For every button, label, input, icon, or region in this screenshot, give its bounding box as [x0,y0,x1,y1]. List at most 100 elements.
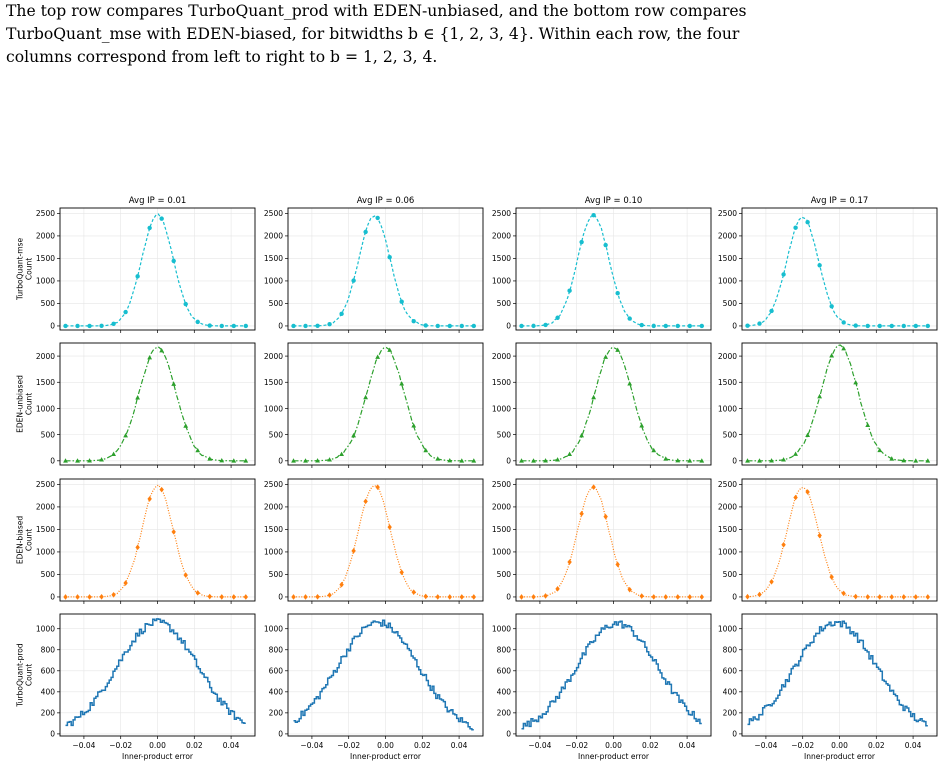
panel-r4-c3: 0 200 400 600 800 1000 −0.04 −0.02 0.00 0.02 0.04 I… [492,613,712,761]
data-marker [207,593,212,600]
data-marker [615,290,620,296]
data-marker [651,447,657,453]
panel-frame [287,207,484,331]
data-marker [75,458,80,463]
y-tick-label: 500 [41,570,56,579]
data-marker [183,572,188,578]
y-tick-label: 1000 [36,277,55,286]
x-tick-label: 0.00 [377,741,394,750]
data-marker [159,486,164,493]
data-marker [675,594,680,600]
data-marker [699,594,705,600]
data-marker [591,394,597,400]
data-marker [243,323,249,329]
column-title-1: Avg IP = 0.01 [129,196,187,206]
data-marker [745,593,750,600]
data-marker [543,458,548,463]
y-tick-label: 1000 [492,277,511,286]
data-marker [663,594,668,600]
data-marker [639,322,644,328]
y-tick-label: 1500 [36,525,55,534]
panel-frame [741,613,938,737]
data-marker [411,423,417,428]
y-tick-label: 1500 [264,378,283,387]
panel-r4-c4: 0 200 400 600 800 1000 −0.04 −0.02 0.00 0.02 0.04 I… [718,613,938,761]
y-tick-label: 500 [497,299,512,308]
data-marker [87,458,92,463]
y-tick-label: 0 [278,457,283,466]
data-marker [195,447,201,453]
y-tick-label: 1000 [718,625,737,634]
data-marker [399,569,404,576]
y-tick-label: 2500 [36,480,55,489]
x-tick-label: 0.00 [149,741,166,750]
data-marker [531,323,536,329]
data-marker [699,458,705,463]
data-marker [87,323,92,329]
y-tick-label: 500 [41,430,56,439]
y-tick-label: 2500 [264,480,283,489]
data-marker [793,225,798,230]
data-marker [351,432,357,438]
y-tick-label: 2000 [36,352,55,361]
y-tick-label: 2000 [264,232,283,241]
x-tick-label: 0.02 [868,741,885,750]
y-tick-label: 2000 [492,232,511,241]
column-title-2: Avg IP = 0.06 [357,196,415,206]
x-axis-label: Inner-product error [578,752,650,761]
row-label-line: EDEN-unbiased [16,375,25,433]
data-marker [793,494,798,501]
y-tick-label: 1500 [36,254,55,263]
data-marker [603,513,608,520]
data-marker [925,458,931,463]
data-marker [579,239,584,245]
data-marker [745,458,750,463]
series-line-TurboQuant-prod [747,620,928,727]
series-line-TurboQuant-mse [293,214,474,327]
data-marker [781,541,786,548]
x-tick-label: −0.02 [565,741,588,750]
panel-r2-c4: 0 500 1000 1500 2000 [718,342,938,468]
data-marker [687,594,692,600]
data-marker [327,321,332,327]
data-marker [87,594,92,600]
panel-r3-c2: 0 500 1000 1500 2000 2500 [264,478,484,604]
x-tick-label: 0.00 [831,741,848,750]
series-line-TurboQuant-prod [293,619,474,731]
data-marker [841,345,847,351]
y-tick-label: 2500 [718,209,737,218]
y-tick-label: 1000 [36,548,55,557]
row-label-line: Count [25,258,34,280]
y-tick-label: 1000 [492,404,511,413]
data-marker [865,422,871,428]
series-line-EDEN-biased [747,487,928,598]
data-marker [901,323,906,329]
data-marker [303,594,308,600]
data-marker [303,323,308,329]
data-marker [531,458,536,463]
y-tick-label: 0 [506,322,511,331]
panel-frame [515,478,712,602]
data-marker [567,451,572,457]
data-marker [363,229,368,235]
y-tick-label: 0 [50,730,55,739]
data-marker [99,593,104,600]
y-tick-label: 0 [506,593,511,602]
x-tick-label: −0.02 [791,741,814,750]
y-tick-label: 1500 [36,378,55,387]
series-line-EDEN-unbiased [747,344,928,462]
y-tick-label: 400 [497,688,512,697]
data-marker [531,594,536,600]
y-tick-label: 1000 [264,404,283,413]
y-tick-label: 2000 [718,352,737,361]
data-marker [519,458,524,463]
y-tick-label: 0 [506,457,511,466]
data-marker [63,323,68,329]
panel-r1-c2: 0 500 1000 1500 2000 2500 [264,207,484,333]
y-tick-label: 500 [269,430,284,439]
series-line-TurboQuant-prod [65,618,246,727]
data-marker [471,458,477,463]
data-marker [123,433,129,438]
y-tick-label: 500 [723,570,738,579]
data-marker [111,451,116,457]
